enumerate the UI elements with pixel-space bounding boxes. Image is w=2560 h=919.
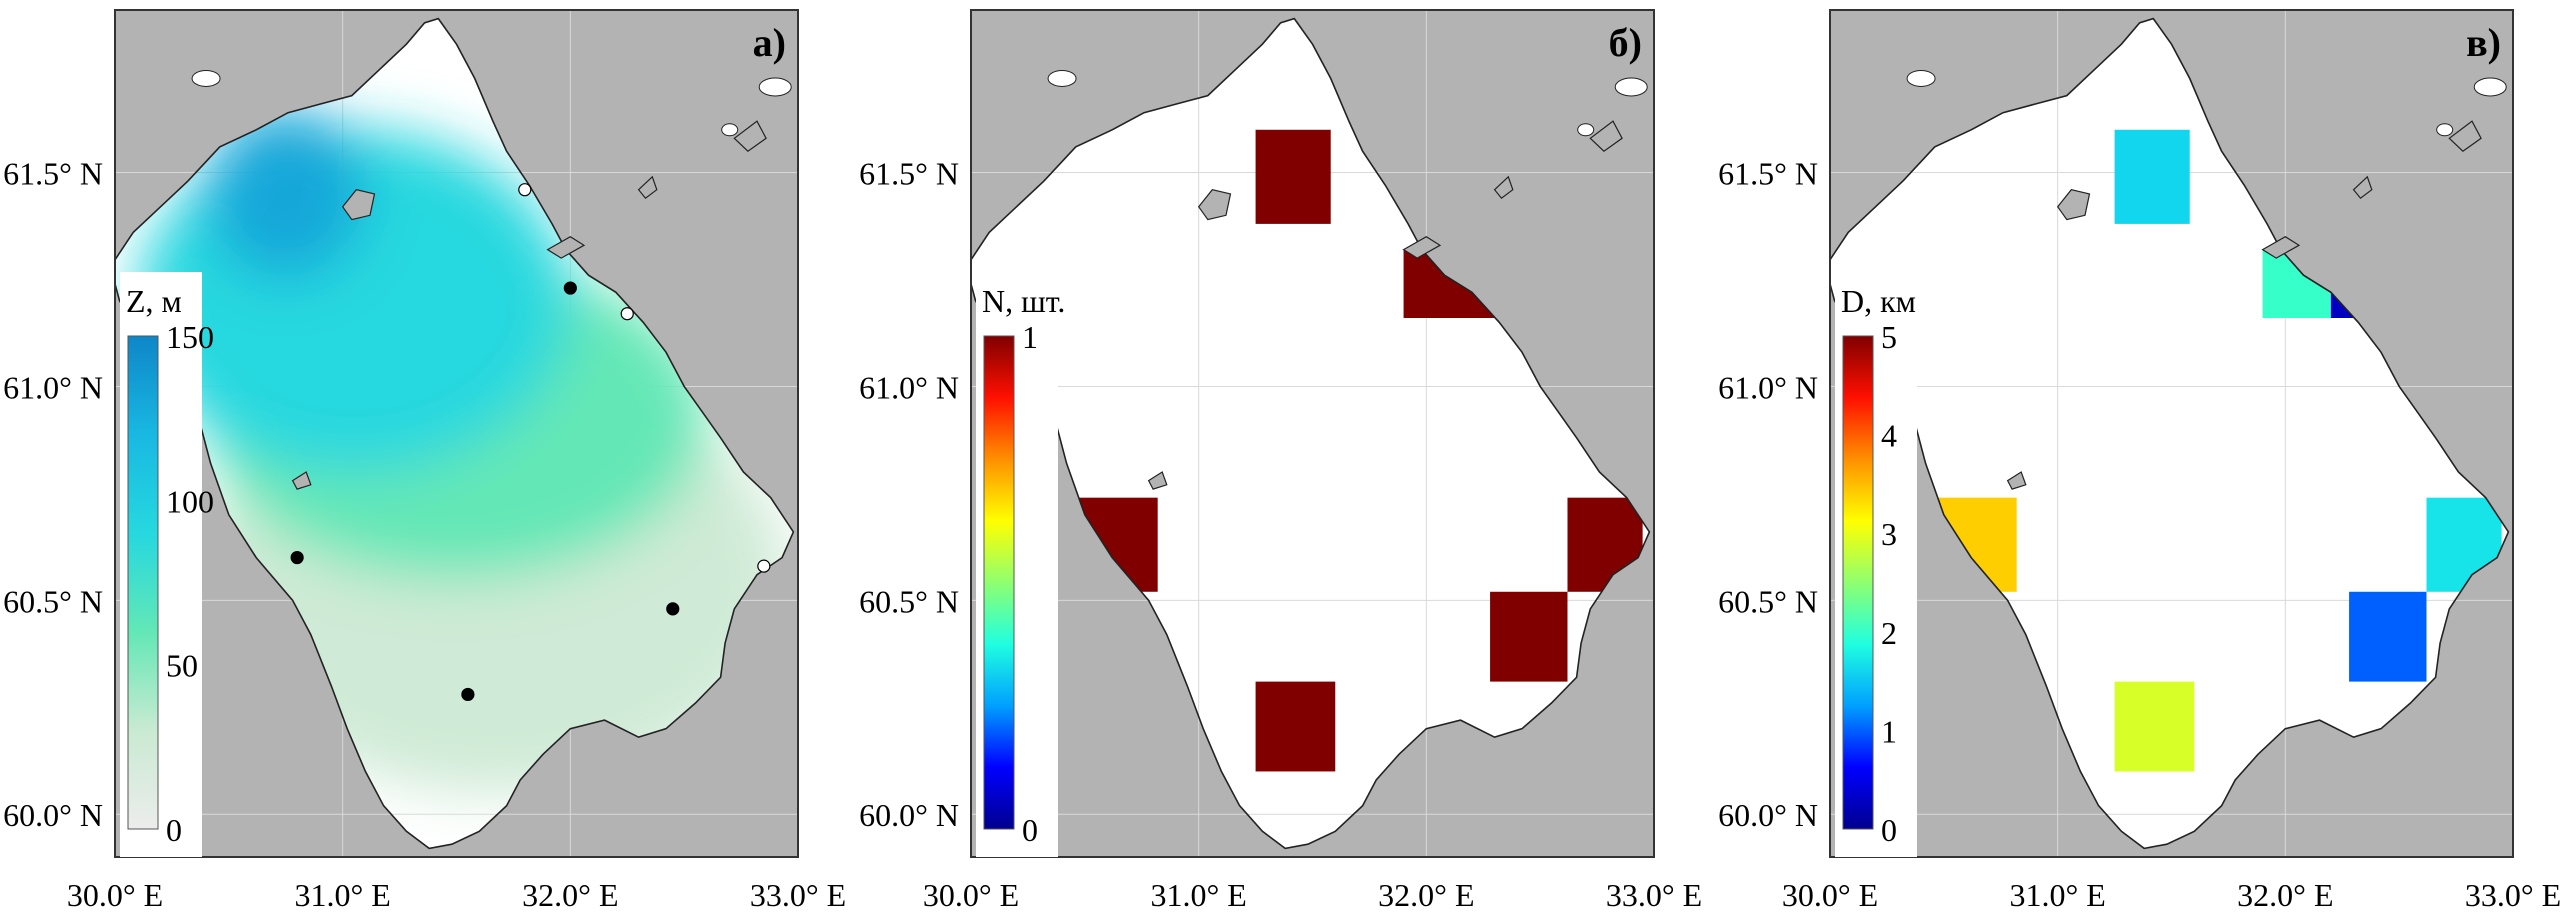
colorbar-tick-label: 1 [1022, 319, 1038, 355]
small-lake [2436, 123, 2454, 137]
island [2056, 189, 2091, 221]
longitude-tick-label: 31.0° E [294, 877, 390, 913]
colorbar-tick-label: 0 [1022, 812, 1038, 848]
colorbar-tick-label: 100 [166, 483, 214, 519]
colorbar-tick-label: 50 [166, 648, 198, 684]
latitude-tick-label: 61.0° N [1718, 369, 1818, 405]
longitude-tick-label: 33.0° E [1606, 877, 1702, 913]
map-frame [970, 9, 1655, 858]
island [1402, 236, 1442, 259]
island [2352, 175, 2373, 200]
island [291, 471, 312, 490]
colorbar-tick-label: 150 [166, 319, 214, 355]
map-panel-b: б) N, шт.1 0 61.5° N 61.0° N 60.5° N 60.0° N 30… [859, 9, 1702, 913]
latitude-tick-label: 60.0° N [1718, 797, 1818, 833]
island [341, 189, 376, 221]
latitude-tick-label: 61.5° N [3, 156, 103, 192]
longitude-tick-label: 31.0° E [1150, 877, 1246, 913]
grid-cell [2114, 681, 2195, 772]
colorbar-tick-label: 1 [1881, 713, 1897, 749]
colorbar-tick-label: 5 [1881, 319, 1897, 355]
longitude-tick-label: 30.0° E [67, 877, 163, 913]
colorbar-title: N, шт. [982, 283, 1065, 319]
colorbar-title: D, км [1841, 283, 1916, 319]
small-lake [1614, 77, 1648, 97]
colorbar-tick-label: 2 [1881, 615, 1897, 651]
map-frame [114, 9, 799, 858]
island [1197, 189, 1232, 221]
grid-cell [2114, 129, 2190, 224]
panel-label: в) [2466, 20, 2501, 65]
colorbar-gradient [1842, 335, 1874, 830]
longitude-tick-label: 33.0° E [750, 877, 846, 913]
grid-cell [1490, 591, 1568, 682]
map-panel-a: а) Z, м 0 50 100 150 61.5° N 61.0° N 60.5° N 60.0… [3, 9, 846, 913]
island [1493, 175, 1514, 200]
latitude-tick-label: 60.5° N [3, 583, 103, 619]
island [2448, 120, 2482, 152]
colorbar-tick-label: 0 [1881, 812, 1897, 848]
latitude-tick-label: 61.0° N [859, 369, 959, 405]
colorbar-tick-label: 0 [166, 812, 182, 848]
longitude-tick-label: 31.0° E [2009, 877, 2105, 913]
grid-cell [2349, 591, 2427, 682]
station-marker [666, 602, 680, 616]
station-marker [518, 183, 532, 197]
grid-cell [1255, 129, 1331, 224]
lake-data [137, 108, 787, 793]
colorbar-tick-label: 4 [1881, 418, 1897, 454]
island [546, 236, 586, 259]
station-marker [290, 550, 304, 565]
island [2006, 471, 2027, 490]
station-marker [620, 307, 634, 321]
longitude-tick-label: 30.0° E [923, 877, 1019, 913]
island [2261, 236, 2301, 259]
station-marker [563, 281, 577, 295]
latitude-tick-label: 60.5° N [1718, 583, 1818, 619]
island [637, 175, 658, 200]
latitude-tick-label: 61.5° N [859, 156, 959, 192]
small-lake [721, 123, 739, 137]
depth-zone [206, 108, 366, 280]
colorbar-tick-label: 3 [1881, 516, 1897, 552]
lake-water [1830, 18, 2509, 849]
island [1589, 120, 1623, 152]
colorbar-gradient [983, 335, 1015, 830]
map-frame [1829, 9, 2514, 858]
bathymetry-field [137, 108, 787, 793]
lake-water [971, 18, 1650, 849]
longitude-tick-label: 32.0° E [1378, 877, 1474, 913]
colorbar-title: Z, м [126, 283, 182, 319]
coastline [971, 17, 1651, 850]
latitude-tick-label: 60.0° N [859, 797, 959, 833]
latitude-tick-label: 60.0° N [3, 797, 103, 833]
longitude-tick-label: 33.0° E [2465, 877, 2560, 913]
longitude-tick-label: 30.0° E [1782, 877, 1878, 913]
station-marker [461, 687, 475, 702]
small-lake [191, 69, 221, 87]
station-marker [757, 559, 771, 573]
panel-label: а) [753, 20, 786, 65]
small-lake [1047, 69, 1077, 87]
small-lake [2473, 77, 2507, 97]
island [1147, 471, 1168, 490]
map-panel-c: в) D, км5 4 3 2 1 0 61.5° N 61.0° N 60.5° N 60.0° … [1718, 9, 2560, 913]
island [733, 120, 767, 152]
grid-cell [1255, 681, 1336, 772]
coastline [115, 17, 795, 850]
small-lake [1906, 69, 1936, 87]
coastline [1830, 17, 2510, 850]
latitude-tick-label: 61.5° N [1718, 156, 1818, 192]
longitude-tick-label: 32.0° E [522, 877, 618, 913]
panel-label: б) [1609, 20, 1642, 65]
longitude-tick-label: 32.0° E [2237, 877, 2333, 913]
small-lake [1577, 123, 1595, 137]
colorbar-gradient [127, 335, 159, 830]
small-lake [758, 77, 792, 97]
latitude-tick-label: 60.5° N [859, 583, 959, 619]
latitude-tick-label: 61.0° N [3, 369, 103, 405]
